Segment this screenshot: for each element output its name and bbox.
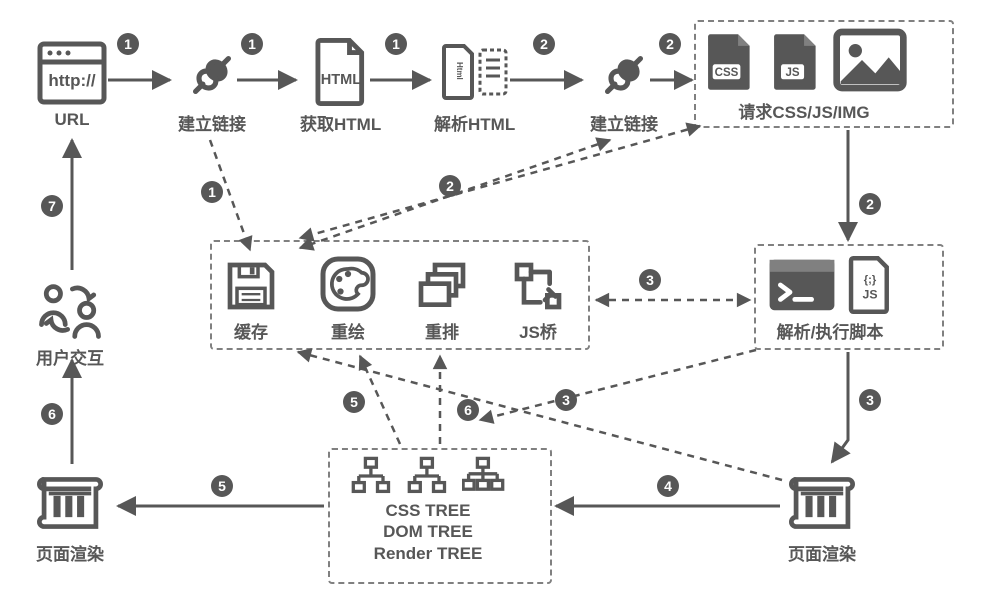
node-cache-label: 缓存 (234, 318, 268, 343)
node-render2-label: 页面渲染 (788, 540, 856, 565)
badge-e13 (439, 175, 461, 197)
badge-e7 (859, 389, 881, 411)
node-req-assets: CSS JS 请求CSS/JS/IMG (700, 28, 908, 123)
badge-e9 (211, 475, 233, 497)
badge-e7-text: 3 (866, 392, 874, 408)
terminal-js-icon: {;}JS (766, 256, 894, 314)
badge-e11-text: 7 (48, 198, 56, 214)
badge-e5-text: 2 (666, 36, 674, 52)
tree-line-0: CSS TREE (374, 500, 483, 521)
svg-text:{;}: {;} (864, 274, 877, 286)
node-conn1: 建立链接 (178, 44, 246, 135)
svg-text:Html: Html (455, 62, 464, 80)
render-scroll-icon (784, 470, 860, 536)
badge-e12-text: 1 (208, 184, 216, 200)
node-conn1-label: 建立链接 (178, 110, 246, 135)
badge-e8-text: 4 (664, 478, 672, 494)
edge-e12 (210, 140, 250, 250)
svg-text:JS: JS (863, 287, 878, 301)
bridge-icon (510, 258, 566, 314)
badge-e13-text: 2 (446, 178, 454, 194)
node-exec-js-label: 解析/执行脚本 (777, 318, 884, 343)
plug-icon (181, 44, 243, 106)
browser-url-icon: http:// (36, 40, 108, 106)
edge-e16 (360, 356, 400, 444)
badge-e10-text: 6 (48, 406, 56, 422)
edge-e13 (300, 140, 610, 248)
tree-line-1: DOM TREE (374, 521, 483, 542)
node-reflow-label: 重排 (425, 318, 459, 343)
node-jsbridge-label: JS桥 (519, 318, 557, 343)
badge-e15-text: 3 (646, 272, 654, 288)
badge-e16 (343, 391, 365, 413)
node-req-assets-label: 请求CSS/JS/IMG (738, 98, 869, 123)
node-url: http:// URL (36, 40, 108, 130)
node-parse-html-label: 解析HTML (434, 110, 515, 135)
node-conn2-label: 建立链接 (590, 110, 658, 135)
palette-icon (318, 254, 378, 314)
node-conn2: 建立链接 (590, 44, 658, 135)
file-html-icon: HTML (313, 38, 369, 106)
plug-icon (593, 44, 655, 106)
layers-icon (414, 258, 470, 314)
render-scroll-icon (32, 470, 108, 536)
node-repaint-label: 重绘 (331, 318, 365, 343)
node-render2: 页面渲染 (784, 470, 860, 565)
badge-e2-text: 1 (248, 36, 256, 52)
node-url-label: URL (55, 110, 90, 130)
node-user-inter-label: 用户交互 (36, 344, 104, 369)
users-swap-icon (32, 276, 108, 340)
node-repaint: 重绘 (318, 254, 378, 343)
badge-e1 (117, 33, 139, 55)
edge-e14 (300, 126, 700, 238)
edge-e19 (480, 350, 756, 420)
node-get-html-label: 获取HTML (300, 110, 381, 135)
node-reflow: 重排 (414, 258, 470, 343)
node-parse-html: Html 解析HTML (434, 38, 515, 135)
node-jsbridge: JS桥 (510, 258, 566, 343)
floppy-icon (223, 258, 279, 314)
svg-text:HTML: HTML (320, 72, 361, 88)
node-render1: 页面渲染 (32, 470, 108, 565)
badge-e3 (385, 33, 407, 55)
badge-e4 (533, 33, 555, 55)
badge-e16-text: 5 (350, 394, 358, 410)
edge-e7 (832, 352, 848, 462)
badge-e4-text: 2 (540, 36, 548, 52)
badge-e1-text: 1 (124, 36, 132, 52)
assets-icon: CSS JS (700, 28, 908, 92)
badge-e12 (201, 181, 223, 203)
node-trees: CSS TREE DOM TREE Render TREE (350, 456, 506, 564)
badge-e6-text: 2 (866, 196, 874, 212)
badge-e15 (639, 269, 661, 291)
node-user-inter: 用户交互 (32, 276, 108, 369)
node-get-html: HTML 获取HTML (300, 38, 381, 135)
badge-e3-text: 1 (392, 36, 400, 52)
badge-e11 (41, 195, 63, 217)
tree-icons (350, 456, 506, 496)
badge-e5 (659, 33, 681, 55)
badge-e17 (457, 399, 479, 421)
badge-e6 (859, 193, 881, 215)
parse-html-icon: Html (440, 38, 510, 106)
node-render1-label: 页面渲染 (36, 540, 104, 565)
badge-e8 (657, 475, 679, 497)
svg-text:http://: http:// (48, 71, 95, 90)
badge-e18-text: 3 (562, 392, 570, 408)
svg-text:JS: JS (785, 67, 799, 79)
node-cache: 缓存 (223, 258, 279, 343)
badge-e9-text: 5 (218, 478, 226, 494)
node-exec-js: {;}JS 解析/执行脚本 (766, 256, 894, 343)
badge-e18 (555, 389, 577, 411)
svg-text:CSS: CSS (715, 67, 739, 79)
tree-line-2: Render TREE (374, 543, 483, 564)
badge-e17-text: 6 (464, 402, 472, 418)
badge-e10 (41, 403, 63, 425)
trees-lines: CSS TREE DOM TREE Render TREE (374, 500, 483, 564)
